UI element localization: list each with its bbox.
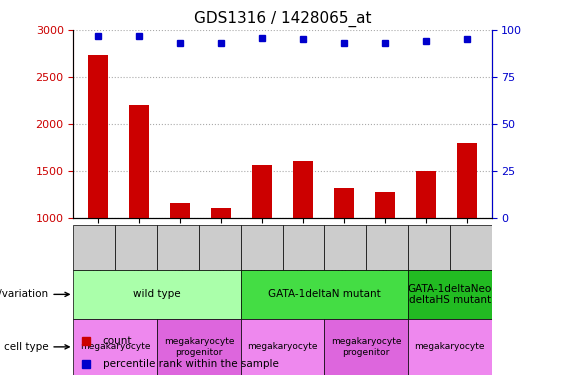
Title: GDS1316 / 1428065_at: GDS1316 / 1428065_at xyxy=(194,11,371,27)
Text: cell type: cell type xyxy=(4,342,69,352)
FancyBboxPatch shape xyxy=(324,225,366,270)
Text: megakaryocyte: megakaryocyte xyxy=(247,342,318,351)
Bar xyxy=(129,105,149,218)
FancyBboxPatch shape xyxy=(241,319,324,375)
Text: megakaryocyte: megakaryocyte xyxy=(415,342,485,351)
Text: wild type: wild type xyxy=(133,290,181,299)
FancyBboxPatch shape xyxy=(115,225,157,270)
FancyBboxPatch shape xyxy=(324,319,408,375)
FancyBboxPatch shape xyxy=(241,270,408,319)
Bar xyxy=(416,171,436,217)
Text: count: count xyxy=(103,336,132,346)
Bar xyxy=(375,192,396,217)
Bar xyxy=(88,56,108,217)
FancyBboxPatch shape xyxy=(450,225,492,270)
FancyBboxPatch shape xyxy=(408,225,450,270)
FancyBboxPatch shape xyxy=(73,225,115,270)
FancyBboxPatch shape xyxy=(73,319,157,375)
Bar xyxy=(293,161,313,218)
FancyBboxPatch shape xyxy=(282,225,324,270)
Text: GATA-1deltaNeo
deltaHS mutant: GATA-1deltaNeo deltaHS mutant xyxy=(407,284,492,305)
Text: megakaryocyte
progenitor: megakaryocyte progenitor xyxy=(164,337,234,357)
Bar xyxy=(211,208,231,218)
FancyBboxPatch shape xyxy=(199,225,241,270)
Bar xyxy=(252,165,272,218)
FancyBboxPatch shape xyxy=(73,270,241,319)
FancyBboxPatch shape xyxy=(157,225,199,270)
FancyBboxPatch shape xyxy=(408,319,492,375)
Text: megakaryocyte: megakaryocyte xyxy=(80,342,150,351)
FancyBboxPatch shape xyxy=(157,319,241,375)
FancyBboxPatch shape xyxy=(366,225,408,270)
Bar xyxy=(170,203,190,217)
Text: percentile rank within the sample: percentile rank within the sample xyxy=(103,359,279,369)
Bar xyxy=(334,188,354,218)
Text: genotype/variation: genotype/variation xyxy=(0,290,69,299)
FancyBboxPatch shape xyxy=(241,225,282,270)
Bar xyxy=(457,142,477,218)
Text: megakaryocyte
progenitor: megakaryocyte progenitor xyxy=(331,337,401,357)
Text: GATA-1deltaN mutant: GATA-1deltaN mutant xyxy=(268,290,381,299)
FancyBboxPatch shape xyxy=(408,270,492,319)
